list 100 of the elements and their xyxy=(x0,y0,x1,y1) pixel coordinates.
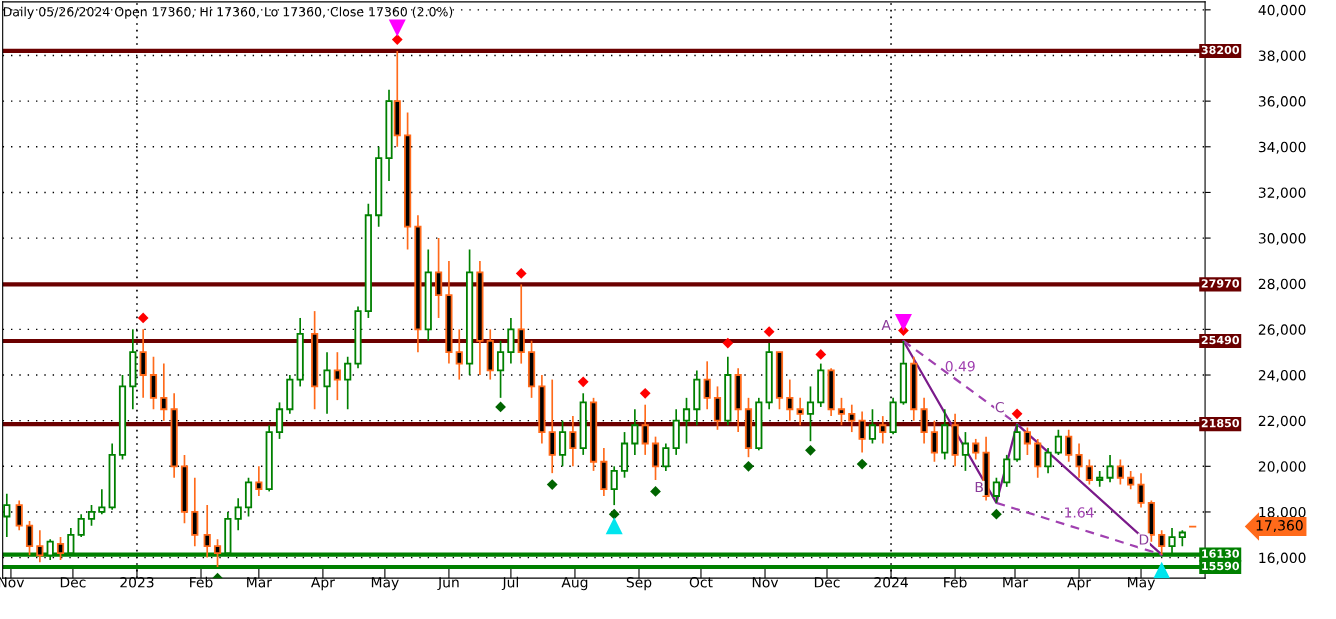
candlestick xyxy=(806,385,815,443)
x-tick-label: Oct xyxy=(689,577,713,588)
point xyxy=(608,508,620,520)
point xyxy=(515,268,527,279)
y-tick-label: 18,000 xyxy=(1259,506,1306,519)
candlestick xyxy=(713,385,722,431)
candlestick xyxy=(1023,426,1031,456)
point xyxy=(815,349,827,360)
candlestick xyxy=(858,410,866,454)
candlestick xyxy=(868,408,877,445)
series-label: 0.49 xyxy=(945,361,975,372)
y-tick-label: 16,000 xyxy=(1259,552,1306,565)
candlestick xyxy=(558,419,567,468)
candlestick xyxy=(234,497,242,532)
candlestick xyxy=(837,397,846,427)
y-tick-label: 24,000 xyxy=(1258,369,1306,382)
candlestick xyxy=(651,435,660,481)
point xyxy=(1011,408,1023,420)
annotation: D xyxy=(1139,534,1149,545)
candlestick xyxy=(1044,447,1052,474)
candlestick xyxy=(98,488,106,516)
y-tick-label: 26,000 xyxy=(1258,324,1306,337)
candlestick xyxy=(641,403,649,456)
candlestick xyxy=(631,408,639,456)
candlestick xyxy=(786,378,794,422)
candlestick xyxy=(77,513,85,538)
ref-line-label: 38200 xyxy=(1201,45,1240,55)
y-tick-label: 38,000 xyxy=(1258,50,1306,63)
point xyxy=(722,337,734,349)
candlestick xyxy=(662,442,670,472)
candlestick xyxy=(972,438,980,461)
candlestick xyxy=(703,360,711,411)
candlestick xyxy=(3,492,11,538)
annotation: B xyxy=(975,481,983,493)
candlestick xyxy=(1003,454,1011,488)
point xyxy=(894,314,912,332)
point xyxy=(763,326,775,338)
candlestick xyxy=(879,415,887,445)
candlestick xyxy=(961,431,970,472)
candlestick xyxy=(507,317,515,365)
candlestick xyxy=(1065,428,1073,463)
candlestick xyxy=(610,465,618,506)
point xyxy=(391,34,403,45)
candlestick xyxy=(1158,529,1166,556)
annotation: A xyxy=(881,319,891,331)
point xyxy=(743,460,754,472)
x-tick-label: Feb xyxy=(944,576,967,588)
candlestick xyxy=(796,397,804,427)
candlestick xyxy=(1106,454,1114,484)
point xyxy=(650,486,661,497)
point xyxy=(577,376,589,388)
x-tick-label: 2023 xyxy=(120,577,154,588)
candlestick xyxy=(344,355,352,411)
candlestick xyxy=(517,283,525,365)
candlestick xyxy=(149,355,158,411)
x-tick-label: Mar xyxy=(1003,577,1029,588)
ref-line-label: 16130 xyxy=(1202,549,1240,558)
y-tick-label: 28,000 xyxy=(1258,278,1306,291)
point xyxy=(388,19,406,37)
x-tick-label: Jun xyxy=(437,577,459,591)
candlestick xyxy=(992,476,1000,504)
point xyxy=(805,444,816,456)
candlestick xyxy=(15,499,23,532)
x-tick-label: Dec xyxy=(814,577,840,588)
x-tick-label: Aug xyxy=(561,577,588,591)
point xyxy=(639,387,651,399)
point xyxy=(991,508,1002,520)
ref-line-label: 25490 xyxy=(1201,335,1240,345)
candlestick xyxy=(1075,442,1083,479)
point xyxy=(1153,561,1171,579)
y-tick-label: 30,000 xyxy=(1258,233,1306,245)
y-tick-label: 36,000 xyxy=(1258,96,1306,109)
x-tick-label: Mar xyxy=(247,577,272,588)
candlestick xyxy=(191,476,199,548)
candlestick xyxy=(25,520,34,557)
x-tick-label: Apr xyxy=(310,577,335,591)
y-tick-label: 32,000 xyxy=(1258,187,1306,200)
candlestick xyxy=(1116,458,1124,486)
line-series xyxy=(902,339,1163,556)
point xyxy=(856,458,868,470)
candlestick xyxy=(930,419,939,463)
y-tick-label: 20,000 xyxy=(1258,461,1306,474)
x-tick-label: 2024 xyxy=(874,577,908,588)
x-tick-label: Apr xyxy=(1067,577,1092,591)
x-tick-label: Jul xyxy=(501,576,518,591)
y-tick-label: 40,000 xyxy=(1258,4,1306,17)
point xyxy=(546,479,558,490)
candlestick xyxy=(275,401,284,440)
series-label: 1.64 xyxy=(1065,507,1094,518)
candlestick xyxy=(682,397,691,445)
candlestick xyxy=(87,504,96,527)
annotation: C xyxy=(995,401,1004,413)
x-tick-label: May xyxy=(371,577,399,591)
y-tick-label: 34,000 xyxy=(1258,141,1306,154)
candlestick xyxy=(848,403,856,433)
x-tick-label: Nov xyxy=(752,577,779,588)
candlestick xyxy=(1127,470,1135,490)
candlestick xyxy=(1034,438,1042,479)
candlestick xyxy=(203,504,211,559)
point xyxy=(137,312,149,324)
